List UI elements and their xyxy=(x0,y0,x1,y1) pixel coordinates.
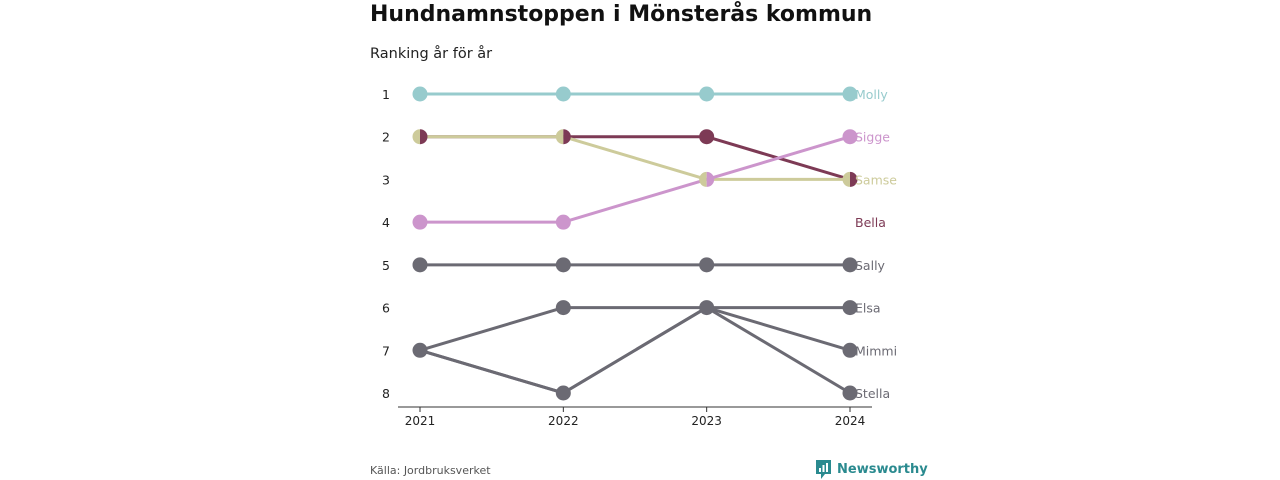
point-elsa xyxy=(555,300,571,316)
point-molly xyxy=(555,86,571,102)
series-label-mimmi: Mimmi xyxy=(855,343,897,358)
source-note: Källa: Jordbruksverket xyxy=(370,464,491,477)
series-label-molly: Molly xyxy=(855,87,888,102)
x-tick-label: 2021 xyxy=(405,414,436,428)
y-axis-ticks: 1 2 3 4 5 6 7 8 xyxy=(382,87,390,401)
point-molly xyxy=(842,86,858,102)
point-sally xyxy=(842,257,858,273)
series-label-elsa: Elsa xyxy=(855,301,881,316)
brand-logo[interactable]: Newsworthy xyxy=(816,460,928,479)
y-tick-label: 8 xyxy=(382,386,390,401)
series-label-sally: Sally xyxy=(855,258,886,273)
x-tick-label: 2024 xyxy=(835,414,866,428)
point-molly xyxy=(412,86,428,102)
point-elsa-mimmi-stella xyxy=(412,342,428,358)
brand-name: Newsworthy xyxy=(837,462,928,477)
point-split-right xyxy=(850,171,858,187)
point-sally xyxy=(699,257,715,273)
point-split-left xyxy=(699,171,707,187)
point-split-right xyxy=(706,171,715,187)
point-split-left xyxy=(412,129,420,145)
chart-title: Hundnamnstoppen i Mönsterås kommun xyxy=(370,2,873,27)
series-line-stella xyxy=(419,306,851,395)
point-elsa xyxy=(842,300,858,316)
point-mimmi-stella xyxy=(555,385,571,401)
y-tick-label: 7 xyxy=(382,343,390,358)
point-sally xyxy=(555,257,571,273)
series-line-samse xyxy=(420,135,850,181)
point-split-right xyxy=(420,129,428,145)
y-tick-label: 5 xyxy=(382,258,390,273)
y-tick-label: 2 xyxy=(382,130,390,145)
point-split-left xyxy=(842,171,850,187)
point-molly xyxy=(699,86,715,102)
series-labels: Molly Sigge Samse Bella Sally Elsa Mimmi Stella xyxy=(855,87,897,401)
y-tick-label: 3 xyxy=(382,172,390,187)
point-bella xyxy=(699,129,715,145)
series-lines xyxy=(419,92,851,395)
series-label-samse: Samse xyxy=(855,172,897,187)
newsworthy-logo-icon xyxy=(816,460,831,479)
point-sigge xyxy=(842,129,858,145)
x-axis: 2021 2022 2023 2024 xyxy=(398,406,872,428)
point-split-left xyxy=(555,129,564,145)
x-tick-label: 2023 xyxy=(691,414,722,428)
point-sigge xyxy=(555,214,571,230)
point-stella xyxy=(842,385,858,401)
series-line-sigge xyxy=(420,135,851,224)
point-mimmi xyxy=(842,342,858,358)
series-label-sigge: Sigge xyxy=(855,130,890,145)
series-label-stella: Stella xyxy=(855,386,890,401)
y-tick-label: 4 xyxy=(382,215,390,230)
point-split-right xyxy=(563,129,571,145)
y-tick-label: 1 xyxy=(382,87,390,102)
series-line-elsa xyxy=(419,306,850,352)
series-points xyxy=(412,86,858,401)
y-tick-label: 6 xyxy=(382,301,390,316)
point-elsa-mimmi-stella xyxy=(699,300,715,316)
series-label-bella: Bella xyxy=(855,215,886,230)
point-sally xyxy=(412,257,428,273)
chart-subtitle: Ranking år för år xyxy=(370,46,493,62)
x-tick-label: 2022 xyxy=(548,414,579,428)
point-sigge xyxy=(412,214,428,230)
